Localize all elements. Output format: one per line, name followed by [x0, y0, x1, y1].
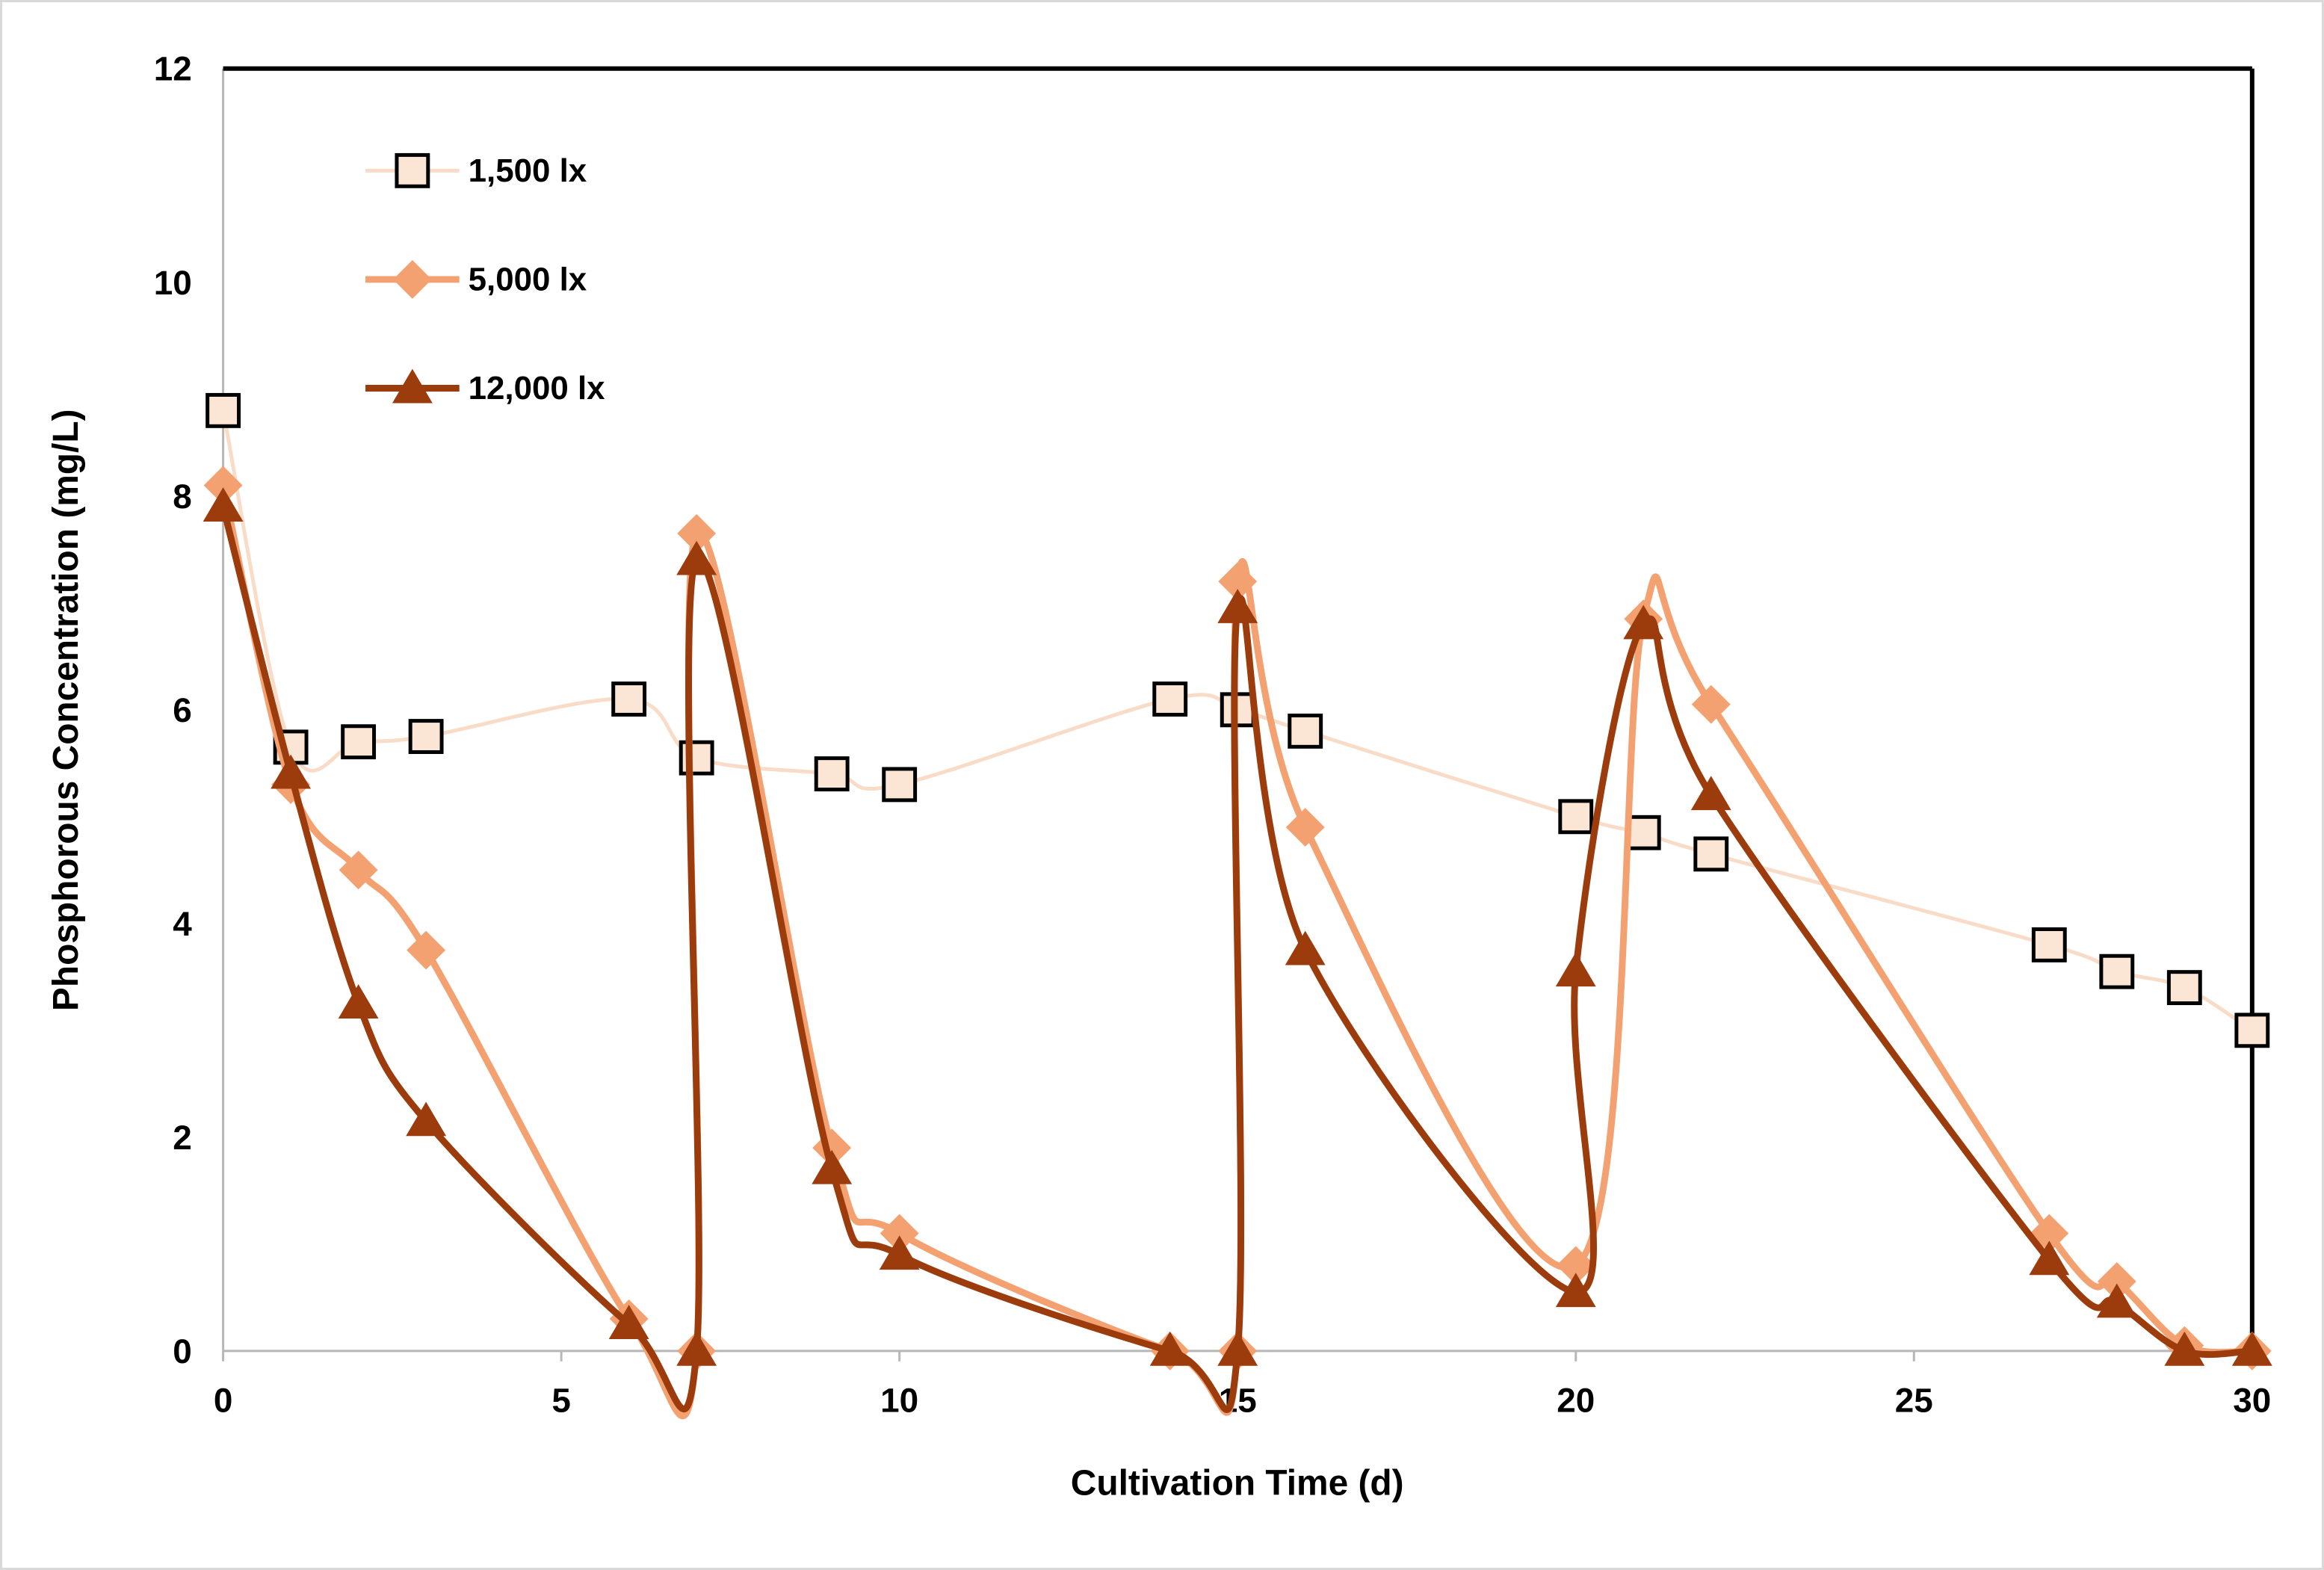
y-tick-label: 4	[173, 904, 192, 943]
data-point-marker	[812, 1149, 853, 1184]
data-point-marker	[679, 740, 714, 776]
legend-square-icon	[395, 152, 430, 188]
legend-item-marker	[365, 152, 460, 188]
x-tick-label: 25	[1895, 1381, 1933, 1420]
data-point-marker	[879, 1235, 920, 1270]
y-tick-label: 6	[173, 690, 192, 729]
x-axis-title: Cultivation Time (d)	[1071, 1463, 1404, 1503]
data-point-marker	[1285, 808, 1325, 847]
data-point-marker	[1558, 799, 1594, 835]
data-point-marker	[1288, 713, 1323, 749]
data-point-marker	[407, 930, 446, 970]
data-point-marker	[2166, 970, 2202, 1006]
data-point-marker	[203, 466, 243, 505]
x-tick-label: 5	[551, 1381, 571, 1420]
x-tick-label: 30	[2233, 1381, 2271, 1420]
data-point-marker	[1556, 1246, 1595, 1285]
data-point-marker	[1149, 1331, 1190, 1366]
data-point-marker	[676, 540, 717, 575]
y-tick-label: 2	[173, 1118, 192, 1157]
series-12000lx	[203, 487, 2272, 1413]
data-point-marker	[676, 1331, 717, 1366]
legend: 1,500 lx 5,000 lx 12,000 lx	[365, 152, 605, 407]
data-point-marker	[1690, 776, 1731, 811]
data-point-marker	[1555, 952, 1596, 987]
legend-label-5000lx: 5,000 lx	[469, 261, 587, 297]
data-point-marker	[2031, 927, 2067, 962]
x-tick-label: 10	[880, 1381, 918, 1420]
data-point-marker	[203, 487, 244, 522]
data-point-marker	[205, 392, 241, 428]
data-point-marker	[1625, 815, 1661, 850]
data-point-marker	[1218, 562, 1258, 602]
data-point-marker	[608, 1305, 649, 1340]
y-tick-label: 12	[154, 49, 192, 88]
data-point-marker	[2097, 1261, 2136, 1301]
legend-item-marker	[365, 368, 460, 404]
x-tick-label: 0	[214, 1381, 233, 1420]
data-point-marker	[1691, 684, 1731, 724]
data-point-marker	[1152, 682, 1188, 717]
data-point-marker	[1555, 1273, 1596, 1308]
legend-triangle-icon	[392, 368, 433, 404]
data-point-marker	[2029, 1240, 2070, 1276]
data-point-marker	[406, 1101, 447, 1137]
legend-diamond-icon	[392, 260, 432, 299]
data-point-marker	[408, 719, 444, 754]
data-point-marker	[1217, 1331, 1258, 1366]
data-point-marker	[2234, 1013, 2270, 1048]
data-point-marker	[2164, 1331, 2205, 1366]
data-point-marker	[2096, 1283, 2137, 1318]
data-point-marker	[2099, 954, 2135, 989]
data-point-marker	[339, 850, 378, 890]
data-point-marker	[1285, 930, 1326, 965]
legend-markers	[365, 152, 460, 404]
data-point-marker	[2231, 1331, 2272, 1366]
legend-label-1500lx: 1,500 lx	[469, 152, 587, 189]
data-point-marker	[1693, 836, 1729, 872]
data-point-marker	[1217, 589, 1258, 623]
data-point-marker	[338, 984, 379, 1019]
legend-item-marker	[365, 260, 460, 299]
x-tick-label: 20	[1557, 1381, 1595, 1420]
data-point-marker	[882, 767, 918, 803]
legend-label-12000lx: 12,000 lx	[469, 370, 606, 407]
data-point-marker	[271, 754, 312, 789]
data-point-marker	[1623, 605, 1664, 640]
data-point-marker	[341, 724, 377, 760]
y-tick-label: 10	[154, 263, 192, 302]
y-axis-title: Phosphorous Concentration (mg/L)	[46, 409, 86, 1011]
y-tick-label: 8	[173, 477, 192, 516]
data-point-marker	[880, 1214, 919, 1253]
data-point-marker	[677, 513, 717, 553]
series-line	[220, 503, 2256, 1413]
series-1500lx	[205, 392, 2270, 1048]
data-point-marker	[611, 682, 647, 717]
y-tick-label: 0	[173, 1332, 192, 1370]
data-point-marker	[814, 756, 850, 792]
